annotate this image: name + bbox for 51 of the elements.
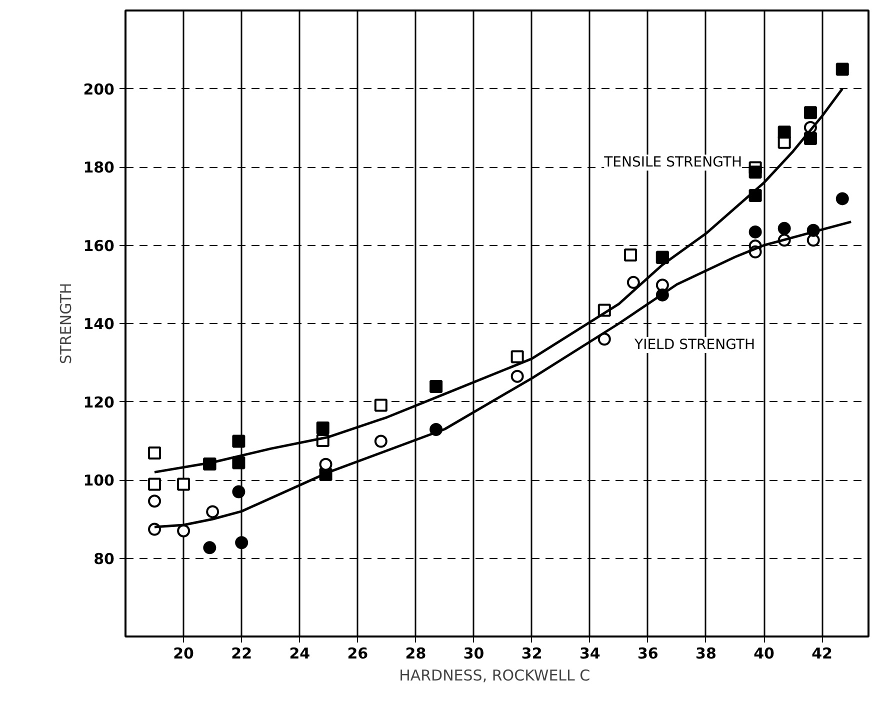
point xyxy=(374,398,388,412)
x-tick-label: 40 xyxy=(754,644,774,662)
point xyxy=(148,478,162,491)
x-tick-label: 28 xyxy=(405,644,426,662)
y-tick-label: 200 xyxy=(83,80,114,98)
point xyxy=(778,126,791,139)
x-tick-label: 38 xyxy=(696,644,716,662)
point xyxy=(232,456,246,470)
point xyxy=(624,248,638,262)
x-tick-label: 22 xyxy=(231,644,252,662)
series-label: YIELD STRENGTH xyxy=(634,336,756,353)
point xyxy=(148,494,162,508)
y-tick-label: 140 xyxy=(83,315,114,333)
point xyxy=(235,536,248,550)
x-tick-label: 36 xyxy=(637,644,658,662)
point xyxy=(206,505,220,518)
point xyxy=(232,485,246,498)
point xyxy=(778,222,791,235)
point xyxy=(430,380,443,393)
point xyxy=(748,166,762,179)
x-axis-title: HARDNESS, ROCKWELL C xyxy=(399,666,590,684)
series-label: TENSILE STRENGTH xyxy=(603,154,742,171)
point xyxy=(626,276,640,289)
point xyxy=(177,524,190,538)
y-tick-label: 160 xyxy=(83,236,114,255)
x-tick-label: 24 xyxy=(289,644,310,662)
point xyxy=(319,458,332,471)
point xyxy=(177,478,190,491)
point xyxy=(316,421,330,434)
point xyxy=(148,446,162,460)
x-tick-label: 26 xyxy=(347,644,368,662)
x-tick-label: 30 xyxy=(463,644,484,662)
point xyxy=(232,434,246,448)
point xyxy=(748,225,762,238)
point xyxy=(836,62,849,76)
x-tick-label: 20 xyxy=(173,644,194,662)
y-tick-label: 100 xyxy=(83,472,114,490)
y-tick-label: 120 xyxy=(83,393,114,412)
y-tick-label: 80 xyxy=(94,550,114,568)
point xyxy=(510,370,524,383)
x-tick-label: 34 xyxy=(579,644,600,662)
x-tick-label: 42 xyxy=(812,644,832,662)
point xyxy=(374,434,388,448)
point xyxy=(598,332,611,346)
point xyxy=(203,541,216,554)
point xyxy=(510,350,524,364)
point xyxy=(804,106,817,120)
y-axis-title: STRENGTH xyxy=(57,282,76,364)
x-tick-label: 32 xyxy=(521,644,542,662)
y-tick-label: 180 xyxy=(83,158,114,176)
point xyxy=(836,192,849,206)
